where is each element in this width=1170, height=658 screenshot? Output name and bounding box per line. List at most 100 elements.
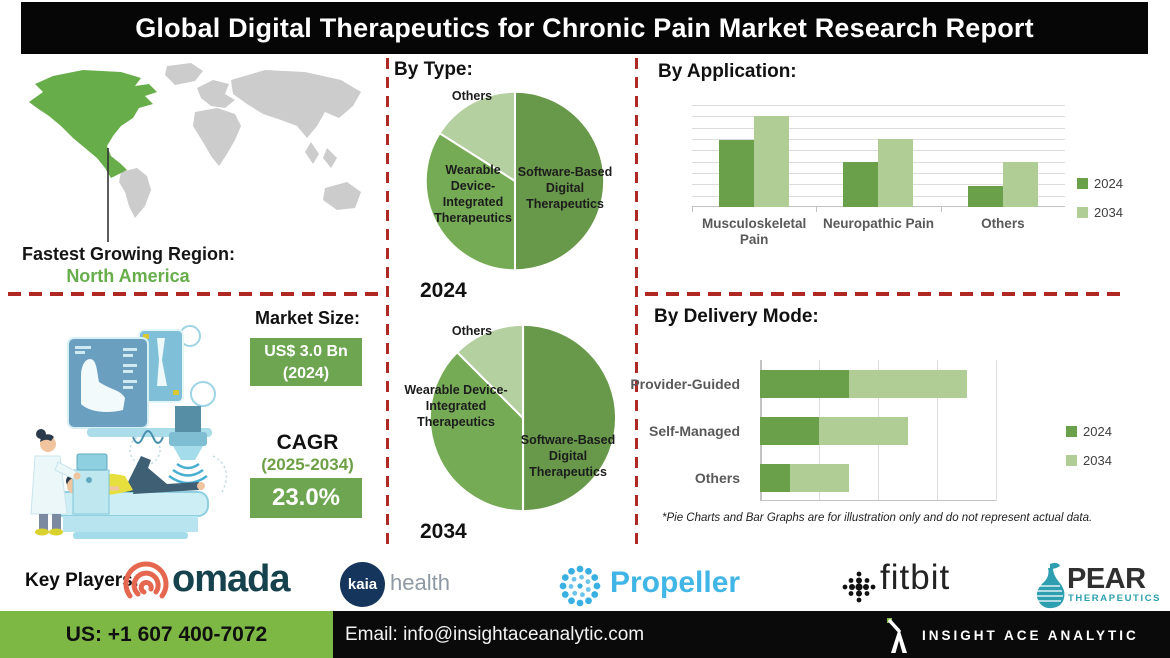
omada-wordmark: omada: [172, 558, 290, 600]
market-size-value: US$ 3.0 Bn: [264, 343, 348, 360]
pie-chart-2034: [428, 323, 618, 513]
bar-Others-2034: [1002, 161, 1038, 207]
bar-Neuropathic Pain-2024: [843, 161, 879, 207]
legend-item: 2024: [1077, 176, 1123, 191]
market-size-label: Market Size:: [254, 308, 361, 328]
kaia-wordmark: health: [390, 570, 450, 595]
pie-2034-others-label: Others: [451, 324, 493, 338]
footer-contact-block: [333, 611, 1170, 658]
legend-label: 2024: [1094, 176, 1123, 191]
bar-Musculoskeletal Pain-2034: [754, 116, 789, 207]
pie-2024-software-label: Software-Based Digital Therapeutics: [517, 165, 613, 211]
key-players-label: Key Players:: [25, 570, 140, 591]
pear-wordmark: PEAR: [1067, 563, 1146, 595]
footer-email: Email: info@insightaceanalytic.com: [345, 624, 645, 645]
pie-slice: [513, 90, 606, 272]
legend-label: 2024: [1083, 424, 1112, 439]
delivery-legend: 2024 2034: [1066, 424, 1112, 482]
pie-slice: [455, 323, 525, 421]
world-map: [29, 63, 361, 242]
cagr-label: CAGR: [276, 431, 339, 454]
divider-left-horizontal: [8, 292, 383, 296]
bar-Musculoskeletal Pain-2024: [719, 140, 754, 207]
fitbit-logo-icon: [842, 571, 876, 603]
pie-2024-year-label: 2024: [420, 279, 467, 302]
application-category-labels: Musculoskeletal Pain Neuropathic Pain Othe…: [692, 216, 1065, 252]
legend-label: 2034: [1083, 453, 1112, 468]
application-bar-chart: [692, 105, 1065, 212]
gridline: [996, 360, 997, 501]
insight-ace-logo: [887, 618, 907, 653]
region-value: North America: [66, 266, 190, 286]
bar-Neuropathic Pain-2034: [878, 139, 914, 207]
bar-Provider-Guided-2024: [760, 370, 849, 398]
map-continents-gray: [119, 63, 361, 218]
legend-item: 2024: [1066, 424, 1112, 439]
category-label: Musculoskeletal Pain: [702, 216, 807, 247]
pie-2024-others-label: Others: [451, 89, 493, 103]
propeller-logo-icon: [559, 565, 601, 607]
fitbit-wordmark: fitbit: [880, 558, 951, 597]
pie-slice: [438, 90, 517, 183]
pie-2034-software-label: Software-Based Digital Therapeutics: [520, 433, 616, 479]
category-label: Others: [981, 216, 1025, 231]
gridline: [937, 360, 938, 501]
gridline: [692, 105, 1065, 106]
section-heading-by-type: By Type:: [394, 59, 473, 80]
category-label: Neuropathic Pain: [822, 216, 934, 231]
delivery-bar-chart: [760, 360, 997, 501]
legend-swatch: [1066, 426, 1077, 437]
region-label: Fastest Growing Region:: [22, 244, 236, 264]
bar-Self-Managed-2024: [760, 417, 819, 445]
chart-disclaimer: *Pie Charts and Bar Graphs are for illus…: [662, 512, 1093, 524]
brand-name: INSIGHT ACE ANALYTIC: [922, 628, 1139, 643]
legend-swatch: [1077, 178, 1088, 189]
market-size-value-box: US$ 3.0 Bn (2024): [250, 338, 362, 386]
bar-Provider-Guided-2034: [848, 370, 967, 398]
illustration-screens: [67, 325, 228, 495]
pear-therapeutics-wordmark: THERAPEUTICS: [1068, 593, 1162, 604]
cagr-period: (2025-2034): [261, 455, 354, 474]
legend-item: 2034: [1077, 205, 1123, 220]
propeller-wordmark: Propeller: [610, 566, 741, 599]
bar-Self-Managed-2034: [819, 417, 908, 445]
cagr-value-box: 23.0%: [250, 478, 362, 518]
application-legend: 2024 2034: [1077, 176, 1123, 234]
illustration-doctor-console: [30, 429, 110, 536]
divider-vertical-left: [386, 58, 389, 548]
delivery-category-labels: Provider-Guided Self-Managed Others: [620, 360, 750, 501]
pie-2034-wearable-label: Wearable Device-Integrated Therapeutics: [404, 383, 508, 429]
gridline: [692, 116, 1065, 118]
pie-2024-wearable-label: Wearable Device-Integrated Therapeutics: [434, 163, 512, 225]
legend-swatch: [1066, 455, 1077, 466]
pie-slice: [521, 323, 618, 513]
legend-swatch: [1077, 207, 1088, 218]
title-bar: Global Digital Therapeutics for Chronic …: [21, 2, 1148, 54]
divider-right-horizontal: [645, 292, 1120, 296]
bar-Others-2024: [967, 185, 1003, 207]
pie-2034-year-label: 2034: [420, 520, 467, 543]
category-label: Others: [694, 470, 740, 486]
market-size-year: (2024): [282, 365, 330, 382]
divider-vertical-right: [635, 58, 638, 548]
kaia-logo-icon: kaia: [340, 562, 385, 607]
bar-Others-2024: [760, 464, 790, 492]
map-north-america: [29, 70, 157, 178]
bar-Others-2034: [789, 464, 849, 492]
page-title: Global Digital Therapeutics for Chronic …: [135, 13, 1034, 43]
omada-logo-icon: [123, 561, 169, 599]
legend-label: 2034: [1094, 205, 1123, 220]
pear-logo-icon: [1035, 562, 1065, 609]
pie-slice: [428, 350, 525, 513]
medical-illustration: [30, 325, 228, 539]
footer-phone: US: +1 607 400-7072: [65, 623, 268, 646]
legend-item: 2034: [1066, 453, 1112, 468]
section-heading-by-application: By Application:: [658, 61, 797, 82]
category-label: Self-Managed: [648, 423, 740, 439]
section-heading-by-delivery: By Delivery Mode:: [654, 306, 819, 327]
gridline: [692, 127, 1065, 129]
pie-chart-2024: [424, 90, 606, 272]
footer-phone-block: US: +1 607 400-7072: [0, 611, 333, 658]
category-label: Provider-Guided: [630, 376, 740, 392]
